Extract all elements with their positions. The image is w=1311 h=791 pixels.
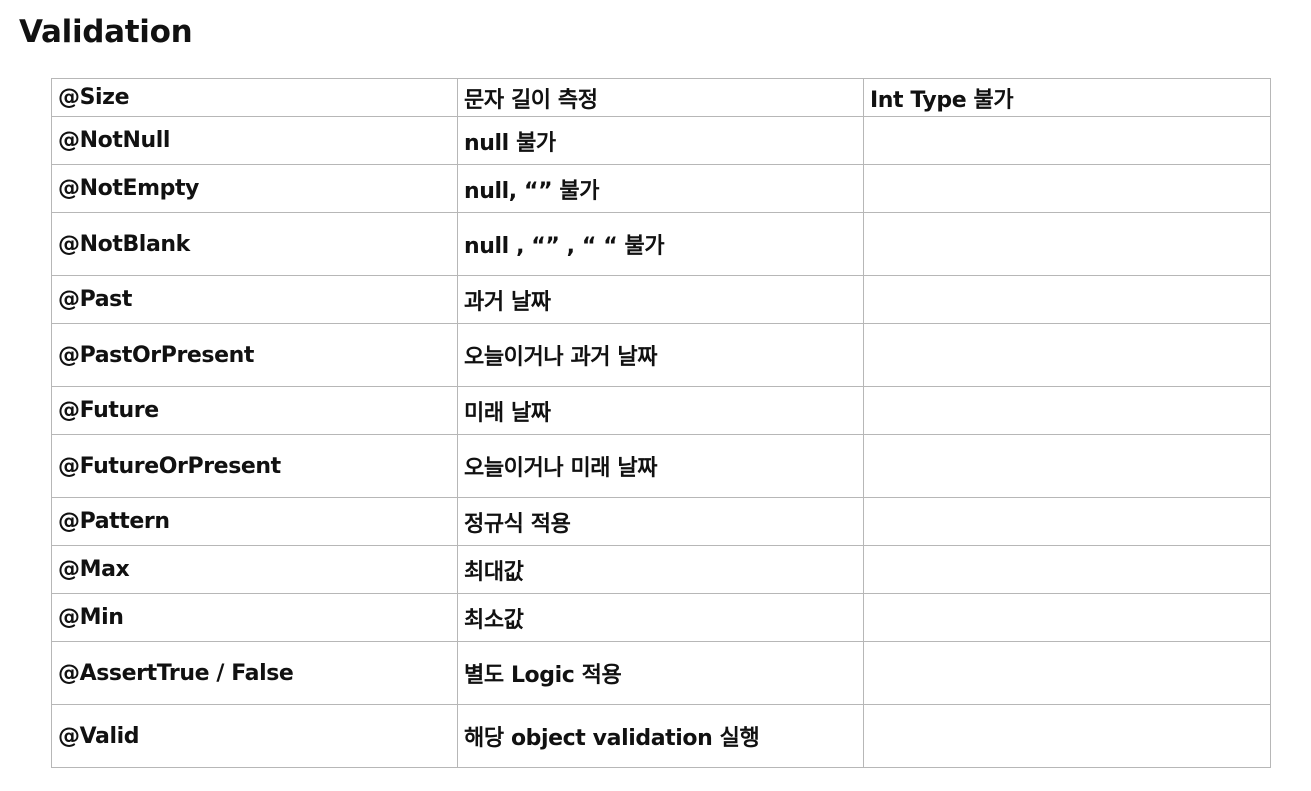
- note-cell: [863, 164, 1271, 213]
- description-cell: 과거 날짜: [457, 275, 864, 324]
- annotation-cell: @PastOrPresent: [51, 323, 458, 387]
- note-cell: [863, 275, 1271, 324]
- annotation-cell: @Min: [51, 593, 458, 642]
- annotation-cell: @NotBlank: [51, 212, 458, 276]
- annotation-cell: @NotEmpty: [51, 164, 458, 213]
- annotation-cell: @Max: [51, 545, 458, 594]
- description-cell: 해당 object validation 실행: [457, 704, 864, 768]
- description-cell: 최대값: [457, 545, 864, 594]
- table-row: @Max 최대값: [51, 545, 1271, 594]
- table-row: @Min 최소값: [51, 593, 1271, 642]
- note-cell: [863, 116, 1271, 165]
- description-cell: 미래 날짜: [457, 386, 864, 435]
- page-title: Validation: [19, 14, 193, 50]
- annotation-cell: @Future: [51, 386, 458, 435]
- note-cell: [863, 641, 1271, 705]
- description-cell: 오늘이거나 미래 날짜: [457, 434, 864, 498]
- table-row: @NotBlank null , “” , “ “ 불가: [51, 212, 1271, 276]
- table-row: @AssertTrue / False 별도 Logic 적용: [51, 641, 1271, 705]
- note-cell: [863, 323, 1271, 387]
- description-cell: 최소값: [457, 593, 864, 642]
- description-cell: 오늘이거나 과거 날짜: [457, 323, 864, 387]
- validation-table: @Size 문자 길이 측정 Int Type 불가 @NotNull null…: [51, 78, 1271, 768]
- table-row: @Size 문자 길이 측정 Int Type 불가: [51, 78, 1271, 117]
- table-row: @Future 미래 날짜: [51, 386, 1271, 435]
- table-row: @Valid 해당 object validation 실행: [51, 704, 1271, 768]
- note-cell: [863, 593, 1271, 642]
- annotation-cell: @FutureOrPresent: [51, 434, 458, 498]
- description-cell: null 불가: [457, 116, 864, 165]
- note-cell: [863, 434, 1271, 498]
- note-cell: [863, 212, 1271, 276]
- annotation-cell: @Size: [51, 78, 458, 117]
- description-cell: 정규식 적용: [457, 497, 864, 546]
- description-cell: 별도 Logic 적용: [457, 641, 864, 705]
- note-cell: Int Type 불가: [863, 78, 1271, 117]
- annotation-cell: @Past: [51, 275, 458, 324]
- annotation-cell: @Pattern: [51, 497, 458, 546]
- table-row: @FutureOrPresent 오늘이거나 미래 날짜: [51, 434, 1271, 498]
- note-cell: [863, 497, 1271, 546]
- annotation-cell: @Valid: [51, 704, 458, 768]
- description-cell: null, “” 불가: [457, 164, 864, 213]
- table-row: @PastOrPresent 오늘이거나 과거 날짜: [51, 323, 1271, 387]
- table-row: @Past 과거 날짜: [51, 275, 1271, 324]
- table-row: @NotEmpty null, “” 불가: [51, 164, 1271, 213]
- description-cell: 문자 길이 측정: [457, 78, 864, 117]
- table-row: @Pattern 정규식 적용: [51, 497, 1271, 546]
- note-cell: [863, 545, 1271, 594]
- table-row: @NotNull null 불가: [51, 116, 1271, 165]
- note-cell: [863, 704, 1271, 768]
- annotation-cell: @NotNull: [51, 116, 458, 165]
- note-cell: [863, 386, 1271, 435]
- annotation-cell: @AssertTrue / False: [51, 641, 458, 705]
- description-cell: null , “” , “ “ 불가: [457, 212, 864, 276]
